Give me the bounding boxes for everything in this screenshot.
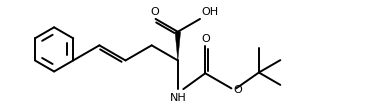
Text: O: O (150, 7, 159, 17)
Text: NH: NH (170, 93, 187, 103)
Polygon shape (175, 32, 180, 60)
Text: OH: OH (202, 7, 219, 17)
Text: O: O (233, 85, 242, 95)
Text: O: O (201, 34, 210, 44)
